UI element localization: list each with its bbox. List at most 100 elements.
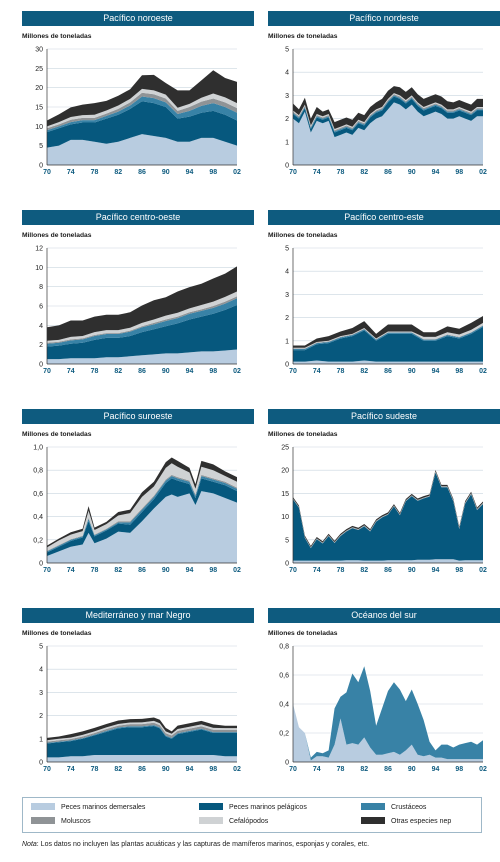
- x-tick-label: 78: [91, 169, 99, 176]
- chart-panel-pacifico-nordeste: Pacífico nordeste Millones de toneladas …: [268, 11, 500, 199]
- y-tick-label: 0: [285, 760, 289, 767]
- series-area: [47, 70, 237, 127]
- series-area: [293, 360, 483, 364]
- x-tick-label: 78: [337, 567, 345, 574]
- y-tick-label: 20: [281, 468, 289, 475]
- x-tick-label: 74: [313, 368, 321, 375]
- chart-plot: 0 5 10 15 20 25 70 74 78 82 86 90 94 98 02: [281, 445, 487, 575]
- y-tick-label: 4: [39, 667, 43, 674]
- y-tick-label: 0: [285, 362, 289, 369]
- x-tick-label: 86: [384, 169, 392, 176]
- x-tick-label: 90: [408, 368, 416, 375]
- x-tick-label: 74: [313, 766, 321, 773]
- x-tick-label: 82: [360, 368, 368, 375]
- y-tick-label: 4: [285, 70, 289, 77]
- series-area: [47, 722, 237, 743]
- chart-plot: 0 1 2 3 4 5 70 74 78 82 86 90 94 98 02: [285, 246, 487, 376]
- y-tick-label: 3: [285, 93, 289, 100]
- chart-plot: 0 0,2 0,4 0,6 0,8 1,0 70 74 78 82 86 90 94 98 02: [33, 445, 241, 575]
- x-tick-label: 70: [43, 368, 51, 375]
- y-tick-label: 2: [285, 116, 289, 123]
- x-tick-label: 70: [289, 766, 297, 773]
- x-tick-label: 82: [114, 368, 122, 375]
- y-tick-label: 8: [39, 284, 43, 291]
- x-tick-label: 90: [162, 368, 170, 375]
- x-tick-label: 94: [432, 169, 440, 176]
- legend-item: Cefalópodos: [199, 817, 268, 827]
- chart-plot: 0 1 2 3 4 5 70 74 78 82 86 90 94 98 02: [39, 644, 241, 774]
- y-tick-label: 2: [39, 342, 43, 349]
- footnote-text: : Los datos no incluyen las plantas acuá…: [36, 841, 370, 848]
- x-tick-label: 02: [479, 169, 487, 176]
- x-tick-label: 82: [114, 169, 122, 176]
- x-tick-label: 78: [91, 766, 99, 773]
- series-area: [47, 491, 237, 563]
- y-tick-label: 6: [39, 304, 43, 311]
- y-tick-label: 0,8: [279, 644, 289, 651]
- x-tick-label: 94: [432, 368, 440, 375]
- y-axis-label: Millones de toneladas: [22, 33, 92, 40]
- chart-title: Pacífico nordeste: [268, 11, 500, 26]
- legend-swatch: [361, 803, 385, 810]
- y-tick-label: 15: [35, 105, 43, 112]
- y-tick-label: 1: [39, 736, 43, 743]
- x-tick-label: 94: [186, 368, 194, 375]
- x-tick-label: 94: [432, 567, 440, 574]
- y-tick-label: 25: [35, 66, 43, 73]
- y-tick-label: 0,2: [33, 537, 43, 544]
- x-tick-label: 78: [337, 766, 345, 773]
- chart-panel-pacifico-noroeste: Pacífico noroeste Millones de toneladas …: [22, 11, 254, 199]
- x-tick-label: 78: [91, 567, 99, 574]
- legend-label: Moluscos: [61, 818, 91, 825]
- x-tick-label: 90: [162, 567, 170, 574]
- x-tick-label: 86: [384, 368, 392, 375]
- y-tick-label: 0,6: [279, 673, 289, 680]
- y-tick-label: 0,8: [33, 468, 43, 475]
- footnote-label: Nota: [22, 841, 37, 848]
- x-tick-label: 70: [43, 766, 51, 773]
- y-tick-label: 5: [285, 537, 289, 544]
- y-tick-label: 5: [39, 644, 43, 651]
- y-tick-label: 0: [39, 362, 43, 369]
- series-area: [293, 559, 483, 563]
- y-tick-label: 1: [285, 139, 289, 146]
- footnote: Nota: Los datos no incluyen las plantas …: [22, 841, 369, 848]
- series-area: [47, 717, 237, 741]
- x-tick-label: 94: [186, 567, 194, 574]
- x-tick-label: 98: [455, 766, 463, 773]
- x-tick-label: 70: [43, 169, 51, 176]
- legend-item: Crustáceos: [361, 803, 426, 813]
- x-tick-label: 98: [455, 567, 463, 574]
- y-tick-label: 5: [39, 143, 43, 150]
- x-tick-label: 02: [233, 567, 241, 574]
- series-area: [293, 315, 483, 348]
- x-tick-label: 82: [114, 766, 122, 773]
- series-area: [47, 463, 237, 551]
- x-tick-label: 02: [233, 368, 241, 375]
- y-tick-label: 0: [39, 760, 43, 767]
- chart-plot: 0 5 10 15 20 25 30 70 74 78 82 86 90 94 98 02: [35, 47, 241, 177]
- chart-title: Pacífico centro-este: [268, 210, 500, 225]
- series-area: [293, 326, 483, 362]
- chart-plot: 0 1 2 3 4 5 70 74 78 82 86 90 94 98 02: [285, 47, 487, 177]
- legend-swatch: [31, 803, 55, 810]
- y-tick-label: 0: [39, 561, 43, 568]
- y-tick-label: 10: [35, 265, 43, 272]
- x-tick-label: 02: [233, 766, 241, 773]
- y-tick-label: 5: [285, 47, 289, 54]
- x-tick-label: 78: [337, 368, 345, 375]
- y-tick-label: 20: [35, 85, 43, 92]
- chart-title: Pacífico centro-oeste: [22, 210, 254, 225]
- chart-title: Pacífico suroeste: [22, 409, 254, 424]
- series-area: [47, 726, 237, 758]
- chart-panel-pacifico-suroeste: Pacífico suroeste Millones de toneladas …: [22, 409, 254, 597]
- y-tick-label: 2: [39, 713, 43, 720]
- series-area: [293, 472, 483, 561]
- legend-item: Otras especies nep: [361, 817, 451, 827]
- y-tick-label: 10: [281, 514, 289, 521]
- x-tick-label: 70: [289, 169, 297, 176]
- series-area: [47, 478, 237, 557]
- y-tick-label: 0: [39, 163, 43, 170]
- chart-panel-pacifico-centro-este: Pacífico centro-este Millones de tonelad…: [268, 210, 500, 398]
